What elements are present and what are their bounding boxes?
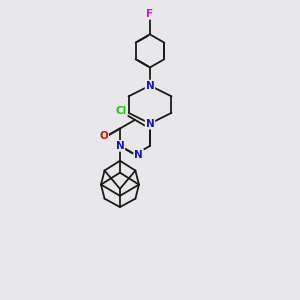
Text: N: N: [116, 141, 124, 151]
Text: O: O: [99, 131, 108, 141]
Text: Cl: Cl: [116, 106, 127, 116]
Text: F: F: [146, 9, 154, 19]
Text: N: N: [134, 149, 143, 160]
Text: N: N: [146, 118, 154, 129]
Text: N: N: [146, 81, 154, 91]
